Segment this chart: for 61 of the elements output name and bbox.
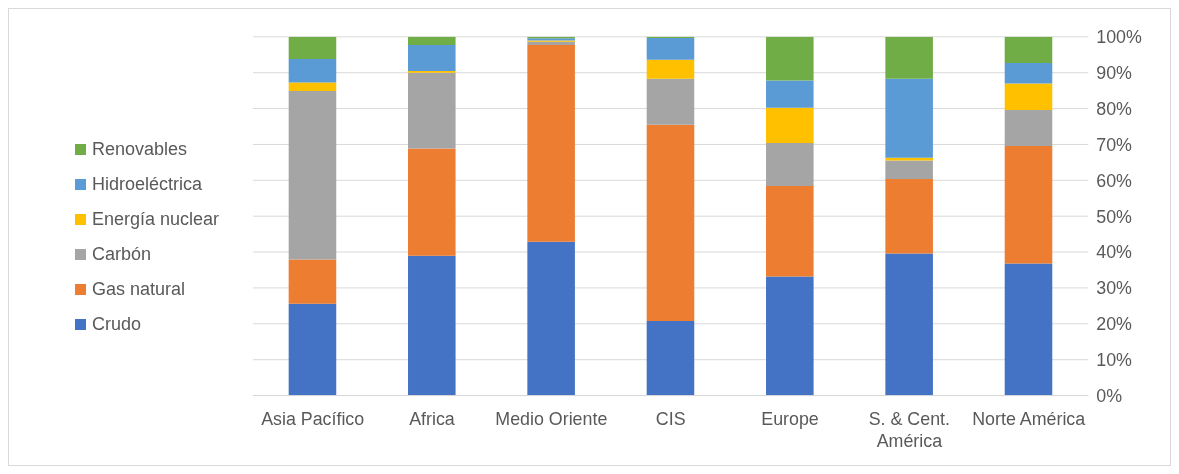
- bar: [408, 148, 456, 256]
- bar: [527, 45, 576, 242]
- legend-label: Energía nuclear: [92, 209, 220, 230]
- y-tick-label: 40%: [1096, 242, 1133, 263]
- bar: [885, 78, 934, 158]
- y-tick-label: 50%: [1096, 206, 1133, 227]
- y-tick-label: 30%: [1096, 278, 1133, 299]
- x-tick-label: Europe: [761, 409, 820, 430]
- bar: [1005, 83, 1053, 111]
- legend-label: Hidroeléctrica: [92, 174, 203, 195]
- bar: [289, 259, 337, 304]
- y-tick-label: 100%: [1096, 27, 1143, 48]
- bar: [289, 303, 337, 396]
- bar: [1005, 63, 1053, 84]
- bar: [647, 124, 695, 321]
- bar: [408, 72, 456, 149]
- bar: [647, 78, 695, 125]
- x-tick-label: Norte América: [972, 409, 1086, 430]
- y-tick-label: 70%: [1096, 134, 1133, 155]
- bar: [289, 91, 337, 260]
- bar: [885, 178, 934, 254]
- bar: [885, 253, 934, 396]
- bar: [766, 80, 814, 108]
- y-tick-label: 80%: [1096, 98, 1133, 119]
- x-tick-label: Asia Pacífico: [261, 409, 365, 430]
- x-tick-label: CIS: [656, 409, 687, 430]
- bar: [408, 45, 456, 71]
- bar: [766, 36, 814, 81]
- bar: [408, 255, 456, 396]
- bar: [289, 59, 337, 83]
- bar: [527, 41, 576, 46]
- legend-label: Crudo: [92, 314, 142, 335]
- bar: [766, 276, 814, 396]
- legend-label: Carbón: [92, 244, 152, 265]
- bar: [289, 82, 337, 91]
- bar: [1005, 36, 1053, 64]
- bar: [647, 37, 695, 60]
- bar: [885, 36, 934, 79]
- bar: [885, 160, 934, 179]
- bar: [647, 59, 695, 79]
- y-tick-label: 60%: [1096, 170, 1133, 191]
- y-tick-label: 20%: [1096, 314, 1133, 335]
- bar: [1005, 145, 1053, 264]
- bar: [885, 157, 934, 161]
- legend-label: Gas natural: [92, 279, 186, 300]
- bar: [408, 36, 456, 46]
- x-tick-label: Africa: [409, 409, 456, 430]
- x-tick-label: Medio Oriente: [495, 409, 608, 430]
- bar: [1005, 110, 1053, 146]
- y-tick-label: 0%: [1096, 385, 1123, 406]
- bar: [766, 107, 814, 144]
- bar: [647, 320, 695, 396]
- bar: [1005, 263, 1053, 396]
- bar: [766, 143, 814, 187]
- bar: [527, 241, 576, 396]
- bar: [766, 186, 814, 277]
- y-tick-label: 90%: [1096, 63, 1133, 84]
- x-tick-label: S. & Cent. América: [869, 409, 951, 452]
- legend-label: Renovables: [92, 139, 188, 160]
- bar: [289, 36, 337, 60]
- y-tick-label: 10%: [1096, 350, 1133, 371]
